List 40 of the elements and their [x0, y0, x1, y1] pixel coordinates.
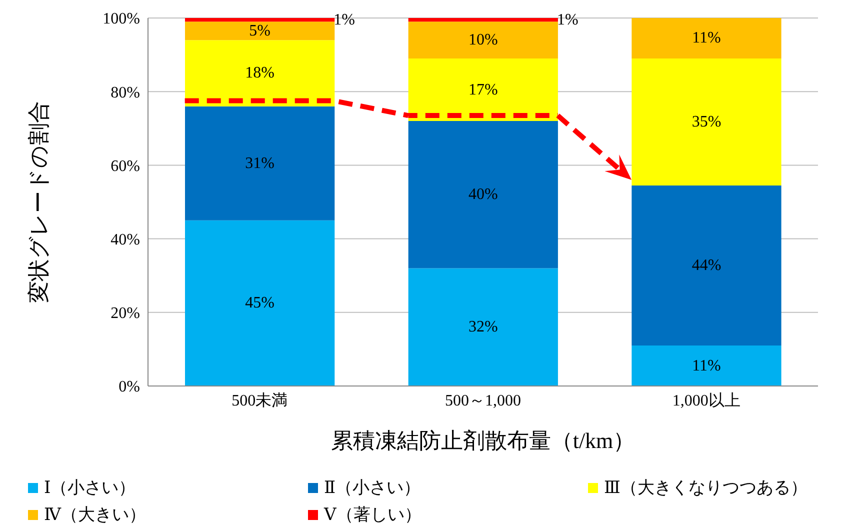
legend-label: Ⅲ（大きくなりつつある） [604, 477, 808, 499]
data-label: 40% [468, 186, 498, 204]
bar [632, 185, 782, 346]
y-tick-label: 0% [118, 378, 140, 396]
bar [408, 22, 558, 58]
y-tick-label: 100% [102, 10, 140, 28]
legend-label: Ⅱ（小さい） [324, 477, 421, 499]
y-tick-label: 20% [110, 305, 140, 322]
x-tick-label: 500～1,000 [445, 392, 521, 410]
bar [185, 18, 335, 22]
data-label: 45% [245, 294, 274, 312]
data-label: 1% [334, 11, 355, 28]
data-label: 5% [249, 22, 270, 40]
bar [632, 346, 782, 386]
legend-label: Ⅰ（小さい） [44, 477, 136, 499]
x-tick-label: 500未満 [232, 391, 288, 410]
bar [185, 22, 335, 40]
y-tick-label: 40% [110, 231, 140, 248]
bar [408, 18, 558, 22]
x-axis-title: 累積凍結防止剤散布量（t/km） [330, 428, 636, 453]
data-label: 18% [245, 64, 274, 82]
data-label: 44% [692, 256, 722, 274]
legend-label: Ⅳ（大きい） [44, 504, 146, 525]
data-label: 31% [245, 154, 274, 172]
x-tick-label: 1,000以上 [672, 391, 740, 410]
bar [632, 18, 782, 58]
data-label: 32% [468, 318, 498, 336]
legend-label: Ⅴ（著しい） [324, 504, 422, 525]
y-tick-label: 80% [110, 84, 140, 102]
data-label: 11% [692, 357, 721, 374]
data-label: 17% [468, 81, 498, 98]
y-tick-label: 60% [110, 158, 140, 175]
bar [408, 268, 558, 386]
data-label: 35% [692, 113, 722, 130]
bar [185, 220, 335, 386]
y-axis-title: 変状グレードの割合 [26, 101, 51, 303]
bar [632, 58, 782, 186]
data-label: 1% [556, 11, 578, 28]
data-label: 10% [468, 32, 498, 49]
data-label: 11% [692, 30, 721, 47]
